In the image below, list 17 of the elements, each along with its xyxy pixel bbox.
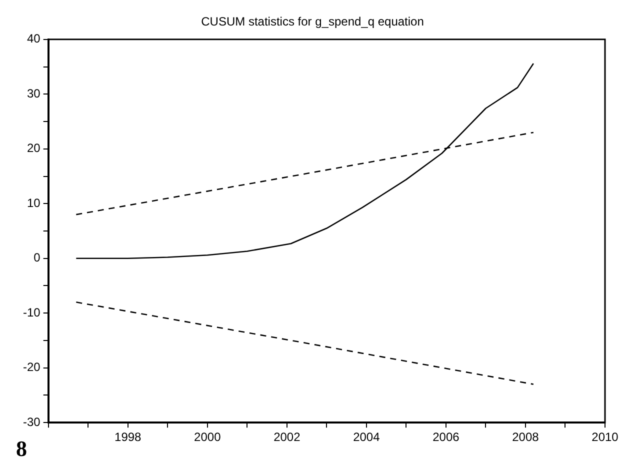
- chart-title: CUSUM statistics for g_spend_q equation: [201, 14, 424, 29]
- x-tick-label: 1998: [114, 430, 142, 444]
- y-tick-label: -10: [23, 305, 41, 320]
- y-tick-label: 0: [34, 250, 41, 265]
- text: 8: [16, 436, 27, 462]
- x-tick-label: 2002: [274, 430, 301, 444]
- y-tick-label: 20: [26, 141, 41, 156]
- x-tick-label: 2008: [512, 430, 540, 444]
- y-tick-label: -30: [23, 414, 41, 429]
- y-tick-label: 10: [26, 196, 41, 210]
- x-tick-label: 2004: [353, 430, 380, 444]
- x-tick-label: 2010: [592, 430, 619, 444]
- y-tick-label: -20: [23, 360, 41, 374]
- y-tick-label: 40: [26, 32, 41, 46]
- x-tick-label: 2000: [194, 430, 222, 444]
- x-tick-label: 2006: [432, 430, 460, 444]
- y-tick-label: 30: [26, 86, 41, 100]
